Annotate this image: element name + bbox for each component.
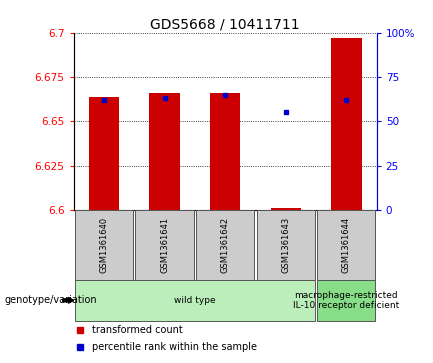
Bar bbox=[136, 210, 194, 280]
Text: GSM1361642: GSM1361642 bbox=[221, 217, 229, 273]
Text: macrophage-restricted
IL-10 receptor deficient: macrophage-restricted IL-10 receptor def… bbox=[293, 291, 400, 310]
Bar bbox=[75, 280, 315, 321]
Text: GSM1361644: GSM1361644 bbox=[342, 217, 351, 273]
Bar bbox=[196, 210, 254, 280]
Bar bbox=[257, 210, 315, 280]
Title: GDS5668 / 10411711: GDS5668 / 10411711 bbox=[150, 17, 300, 32]
Text: genotype/variation: genotype/variation bbox=[4, 295, 97, 305]
Bar bbox=[75, 210, 133, 280]
Bar bbox=[317, 210, 375, 280]
Bar bbox=[271, 208, 301, 210]
Text: percentile rank within the sample: percentile rank within the sample bbox=[92, 342, 257, 352]
Bar bbox=[210, 93, 240, 210]
Text: GSM1361643: GSM1361643 bbox=[281, 217, 290, 273]
Text: GSM1361641: GSM1361641 bbox=[160, 217, 169, 273]
Text: wild type: wild type bbox=[174, 296, 216, 305]
Bar bbox=[331, 38, 362, 210]
Bar bbox=[317, 280, 375, 321]
Text: GSM1361640: GSM1361640 bbox=[100, 217, 108, 273]
Bar bbox=[149, 93, 180, 210]
Bar bbox=[89, 97, 119, 210]
Text: transformed count: transformed count bbox=[92, 325, 183, 335]
